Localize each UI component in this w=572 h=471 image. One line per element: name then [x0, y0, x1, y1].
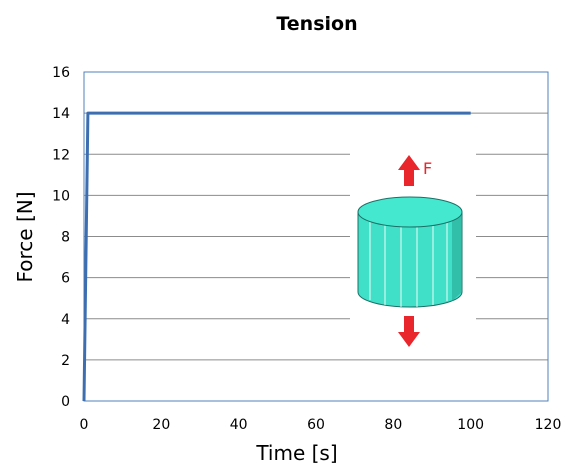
x-tick-label: 40	[230, 417, 248, 433]
cylinder-shade	[452, 212, 462, 301]
force-arrow-down-icon	[398, 316, 420, 347]
series-line-0	[82, 111, 471, 402]
x-tick-label: 0	[80, 417, 89, 433]
cylinder-facets	[369, 221, 448, 307]
y-tick-label: 14	[52, 106, 70, 122]
cylinder-top	[357, 196, 463, 228]
x-tick-label: 60	[307, 417, 325, 433]
y-tick-label: 0	[61, 394, 70, 410]
cylinder-body	[357, 211, 463, 308]
x-axis-label: Time [s]	[255, 441, 337, 465]
x-tick-label: 20	[152, 417, 170, 433]
y-tick-label: 12	[52, 147, 70, 163]
force-label: F	[423, 159, 432, 178]
y-tick-label: 10	[52, 188, 70, 204]
y-axis-label: Force [N]	[13, 191, 37, 282]
force-arrow-up-icon	[398, 155, 420, 186]
y-tick-labels: 0 2 4 6 8 10 12 14 16	[52, 65, 70, 410]
cylinder-tension-icon: F	[350, 153, 476, 350]
x-tick-label: 100	[457, 417, 484, 433]
x-tick-label: 120	[535, 417, 562, 433]
y-tick-label: 2	[61, 353, 70, 369]
chart-title: Tension	[276, 13, 357, 35]
y-tick-label: 6	[61, 271, 70, 287]
x-tick-labels: 0 20 40 60 80 100 120	[80, 417, 562, 433]
grid-lines	[84, 112, 548, 361]
series-group	[82, 111, 471, 402]
y-tick-label: 16	[52, 65, 70, 81]
plot-area-frame	[83, 71, 549, 402]
y-tick-label: 8	[61, 230, 70, 246]
x-tick-label: 80	[384, 417, 402, 433]
y-tick-label: 4	[61, 312, 70, 328]
